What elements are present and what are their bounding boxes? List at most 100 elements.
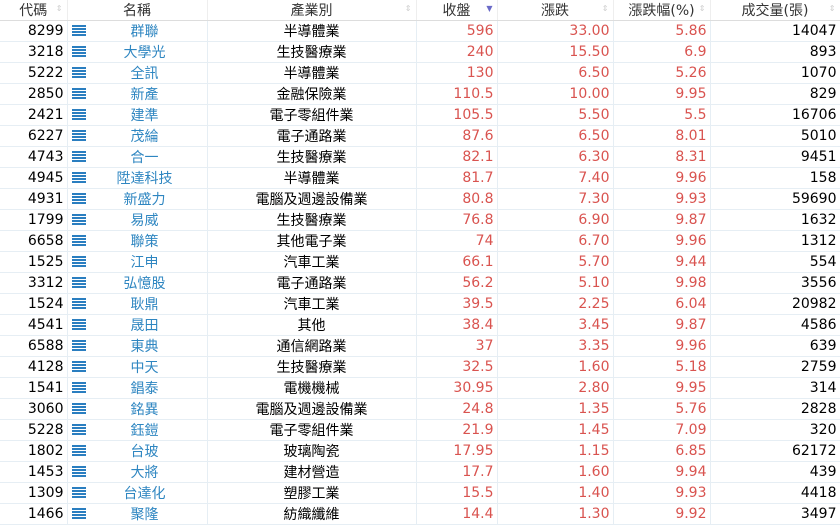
sort-icon[interactable]: ⇕ (601, 4, 609, 13)
header-volume[interactable]: 成交量(張) ⇕ (710, 0, 840, 21)
cell-name[interactable]: 陞達科技 (67, 167, 208, 189)
stock-name-link[interactable]: 聚隆 (130, 507, 159, 523)
list-icon[interactable] (71, 466, 86, 478)
list-icon[interactable] (71, 445, 86, 457)
list-icon[interactable] (71, 67, 86, 79)
header-code[interactable]: 代碼 ⇕ (0, 0, 68, 21)
list-icon[interactable] (71, 508, 86, 520)
stock-name-link[interactable]: 東典 (130, 339, 159, 355)
table-row[interactable]: 4541 晟田 其他 38.4 3.45 9.87 4586 (0, 314, 840, 336)
cell-name[interactable]: 合一 (67, 146, 208, 168)
cell-name[interactable]: 新盛力 (67, 188, 208, 210)
table-row[interactable]: 6588 東典 通信網路業 37 3.35 9.96 639 (0, 335, 840, 357)
stock-name-link[interactable]: 大將 (130, 465, 159, 481)
cell-name[interactable]: 耿鼎 (67, 293, 208, 315)
list-icon[interactable] (71, 256, 86, 268)
stock-name-link[interactable]: 茂綸 (130, 129, 159, 145)
table-row[interactable]: 8299 群聯 半導體業 596 33.00 5.86 14047 (0, 20, 840, 42)
sort-icon[interactable]: ⇕ (828, 4, 836, 13)
cell-name[interactable]: 茂綸 (67, 125, 208, 147)
stock-name-link[interactable]: 錩泰 (130, 381, 159, 397)
cell-name[interactable]: 台達化 (67, 482, 208, 504)
list-icon[interactable] (71, 424, 86, 436)
stock-name-link[interactable]: 群聯 (130, 24, 159, 40)
table-row[interactable]: 4743 合一 生技醫療業 82.1 6.30 8.31 9451 (0, 146, 840, 168)
header-change-pct[interactable]: 漲跌幅(%) ⇕ (613, 0, 711, 21)
list-icon[interactable] (71, 298, 86, 310)
stock-name-link[interactable]: 陞達科技 (116, 171, 173, 187)
table-row[interactable]: 4945 陞達科技 半導體業 81.7 7.40 9.96 158 (0, 167, 840, 189)
list-icon[interactable] (71, 277, 86, 289)
cell-name[interactable]: 易威 (67, 209, 208, 231)
list-icon[interactable] (71, 382, 86, 394)
list-icon[interactable] (71, 109, 86, 121)
header-change[interactable]: 漲跌 ⇕ (497, 0, 614, 21)
stock-name-link[interactable]: 銘異 (130, 402, 159, 418)
table-row[interactable]: 1524 耿鼎 汽車工業 39.5 2.25 6.04 20982 (0, 293, 840, 315)
cell-name[interactable]: 弘憶股 (67, 272, 208, 294)
table-row[interactable]: 3312 弘憶股 電子通路業 56.2 5.10 9.98 3556 (0, 272, 840, 294)
list-icon[interactable] (71, 214, 86, 226)
stock-name-link[interactable]: 晟田 (130, 318, 159, 334)
header-name[interactable]: 名稱 (67, 0, 208, 21)
table-row[interactable]: 1541 錩泰 電機機械 30.95 2.80 9.95 314 (0, 377, 840, 399)
cell-name[interactable]: 大學光 (67, 41, 208, 63)
stock-name-link[interactable]: 台玻 (130, 444, 159, 460)
header-close[interactable]: 收盤 ▼ (416, 0, 498, 21)
cell-name[interactable]: 聯策 (67, 230, 208, 252)
list-icon[interactable] (71, 46, 86, 58)
table-row[interactable]: 2850 新產 金融保險業 110.5 10.00 9.95 829 (0, 83, 840, 105)
table-row[interactable]: 6658 聯策 其他電子業 74 6.70 9.96 1312 (0, 230, 840, 252)
table-row[interactable]: 1309 台達化 塑膠工業 15.5 1.40 9.93 4418 (0, 482, 840, 504)
table-row[interactable]: 4931 新盛力 電腦及週邊設備業 80.8 7.30 9.93 59690 (0, 188, 840, 210)
stock-name-link[interactable]: 易威 (130, 213, 159, 229)
table-row[interactable]: 1525 江申 汽車工業 66.1 5.70 9.44 554 (0, 251, 840, 273)
table-row[interactable]: 1799 易威 生技醫療業 76.8 6.90 9.87 1632 (0, 209, 840, 231)
list-icon[interactable] (71, 319, 86, 331)
cell-name[interactable]: 銘異 (67, 398, 208, 420)
table-row[interactable]: 3218 大學光 生技醫療業 240 15.50 6.9 893 (0, 41, 840, 63)
sort-icon[interactable]: ⇕ (404, 4, 412, 13)
stock-name-link[interactable]: 新產 (130, 87, 159, 103)
cell-name[interactable]: 大將 (67, 461, 208, 483)
list-icon[interactable] (71, 487, 86, 499)
stock-name-link[interactable]: 大學光 (123, 45, 166, 61)
list-icon[interactable] (71, 193, 86, 205)
sort-icon[interactable]: ▼ (486, 4, 493, 13)
list-icon[interactable] (71, 25, 86, 37)
list-icon[interactable] (71, 340, 86, 352)
cell-name[interactable]: 中天 (67, 356, 208, 378)
table-row[interactable]: 5222 全訊 半導體業 130 6.50 5.26 1070 (0, 62, 840, 84)
cell-name[interactable]: 全訊 (67, 62, 208, 84)
stock-name-link[interactable]: 中天 (130, 360, 159, 376)
table-row[interactable]: 5228 鈺鎧 電子零組件業 21.9 1.45 7.09 320 (0, 419, 840, 441)
header-industry[interactable]: 產業別 ⇕ (207, 0, 417, 21)
stock-name-link[interactable]: 合一 (130, 150, 159, 166)
cell-name[interactable]: 晟田 (67, 314, 208, 336)
table-row[interactable]: 1466 聚隆 紡織纖維 14.4 1.30 9.92 3497 (0, 503, 840, 525)
stock-name-link[interactable]: 弘憶股 (123, 276, 166, 292)
sort-icon[interactable]: ⇕ (55, 4, 63, 13)
cell-name[interactable]: 東典 (67, 335, 208, 357)
stock-name-link[interactable]: 全訊 (130, 66, 159, 82)
table-row[interactable]: 6227 茂綸 電子通路業 87.6 6.50 8.01 5010 (0, 125, 840, 147)
stock-name-link[interactable]: 江申 (130, 255, 159, 271)
table-row[interactable]: 1802 台玻 玻璃陶瓷 17.95 1.15 6.85 62172 (0, 440, 840, 462)
list-icon[interactable] (71, 130, 86, 142)
cell-name[interactable]: 錩泰 (67, 377, 208, 399)
stock-name-link[interactable]: 新盛力 (123, 192, 166, 208)
cell-name[interactable]: 聚隆 (67, 503, 208, 525)
cell-name[interactable]: 群聯 (67, 20, 208, 42)
stock-name-link[interactable]: 耿鼎 (130, 297, 159, 313)
list-icon[interactable] (71, 151, 86, 163)
cell-name[interactable]: 江申 (67, 251, 208, 273)
stock-name-link[interactable]: 聯策 (130, 234, 159, 250)
sort-icon[interactable]: ⇕ (698, 4, 706, 13)
stock-name-link[interactable]: 鈺鎧 (130, 423, 159, 439)
table-row[interactable]: 1453 大將 建材營造 17.7 1.60 9.94 439 (0, 461, 840, 483)
cell-name[interactable]: 新產 (67, 83, 208, 105)
table-row[interactable]: 2421 建準 電子零組件業 105.5 5.50 5.5 16706 (0, 104, 840, 126)
cell-name[interactable]: 台玻 (67, 440, 208, 462)
list-icon[interactable] (71, 361, 86, 373)
cell-name[interactable]: 鈺鎧 (67, 419, 208, 441)
